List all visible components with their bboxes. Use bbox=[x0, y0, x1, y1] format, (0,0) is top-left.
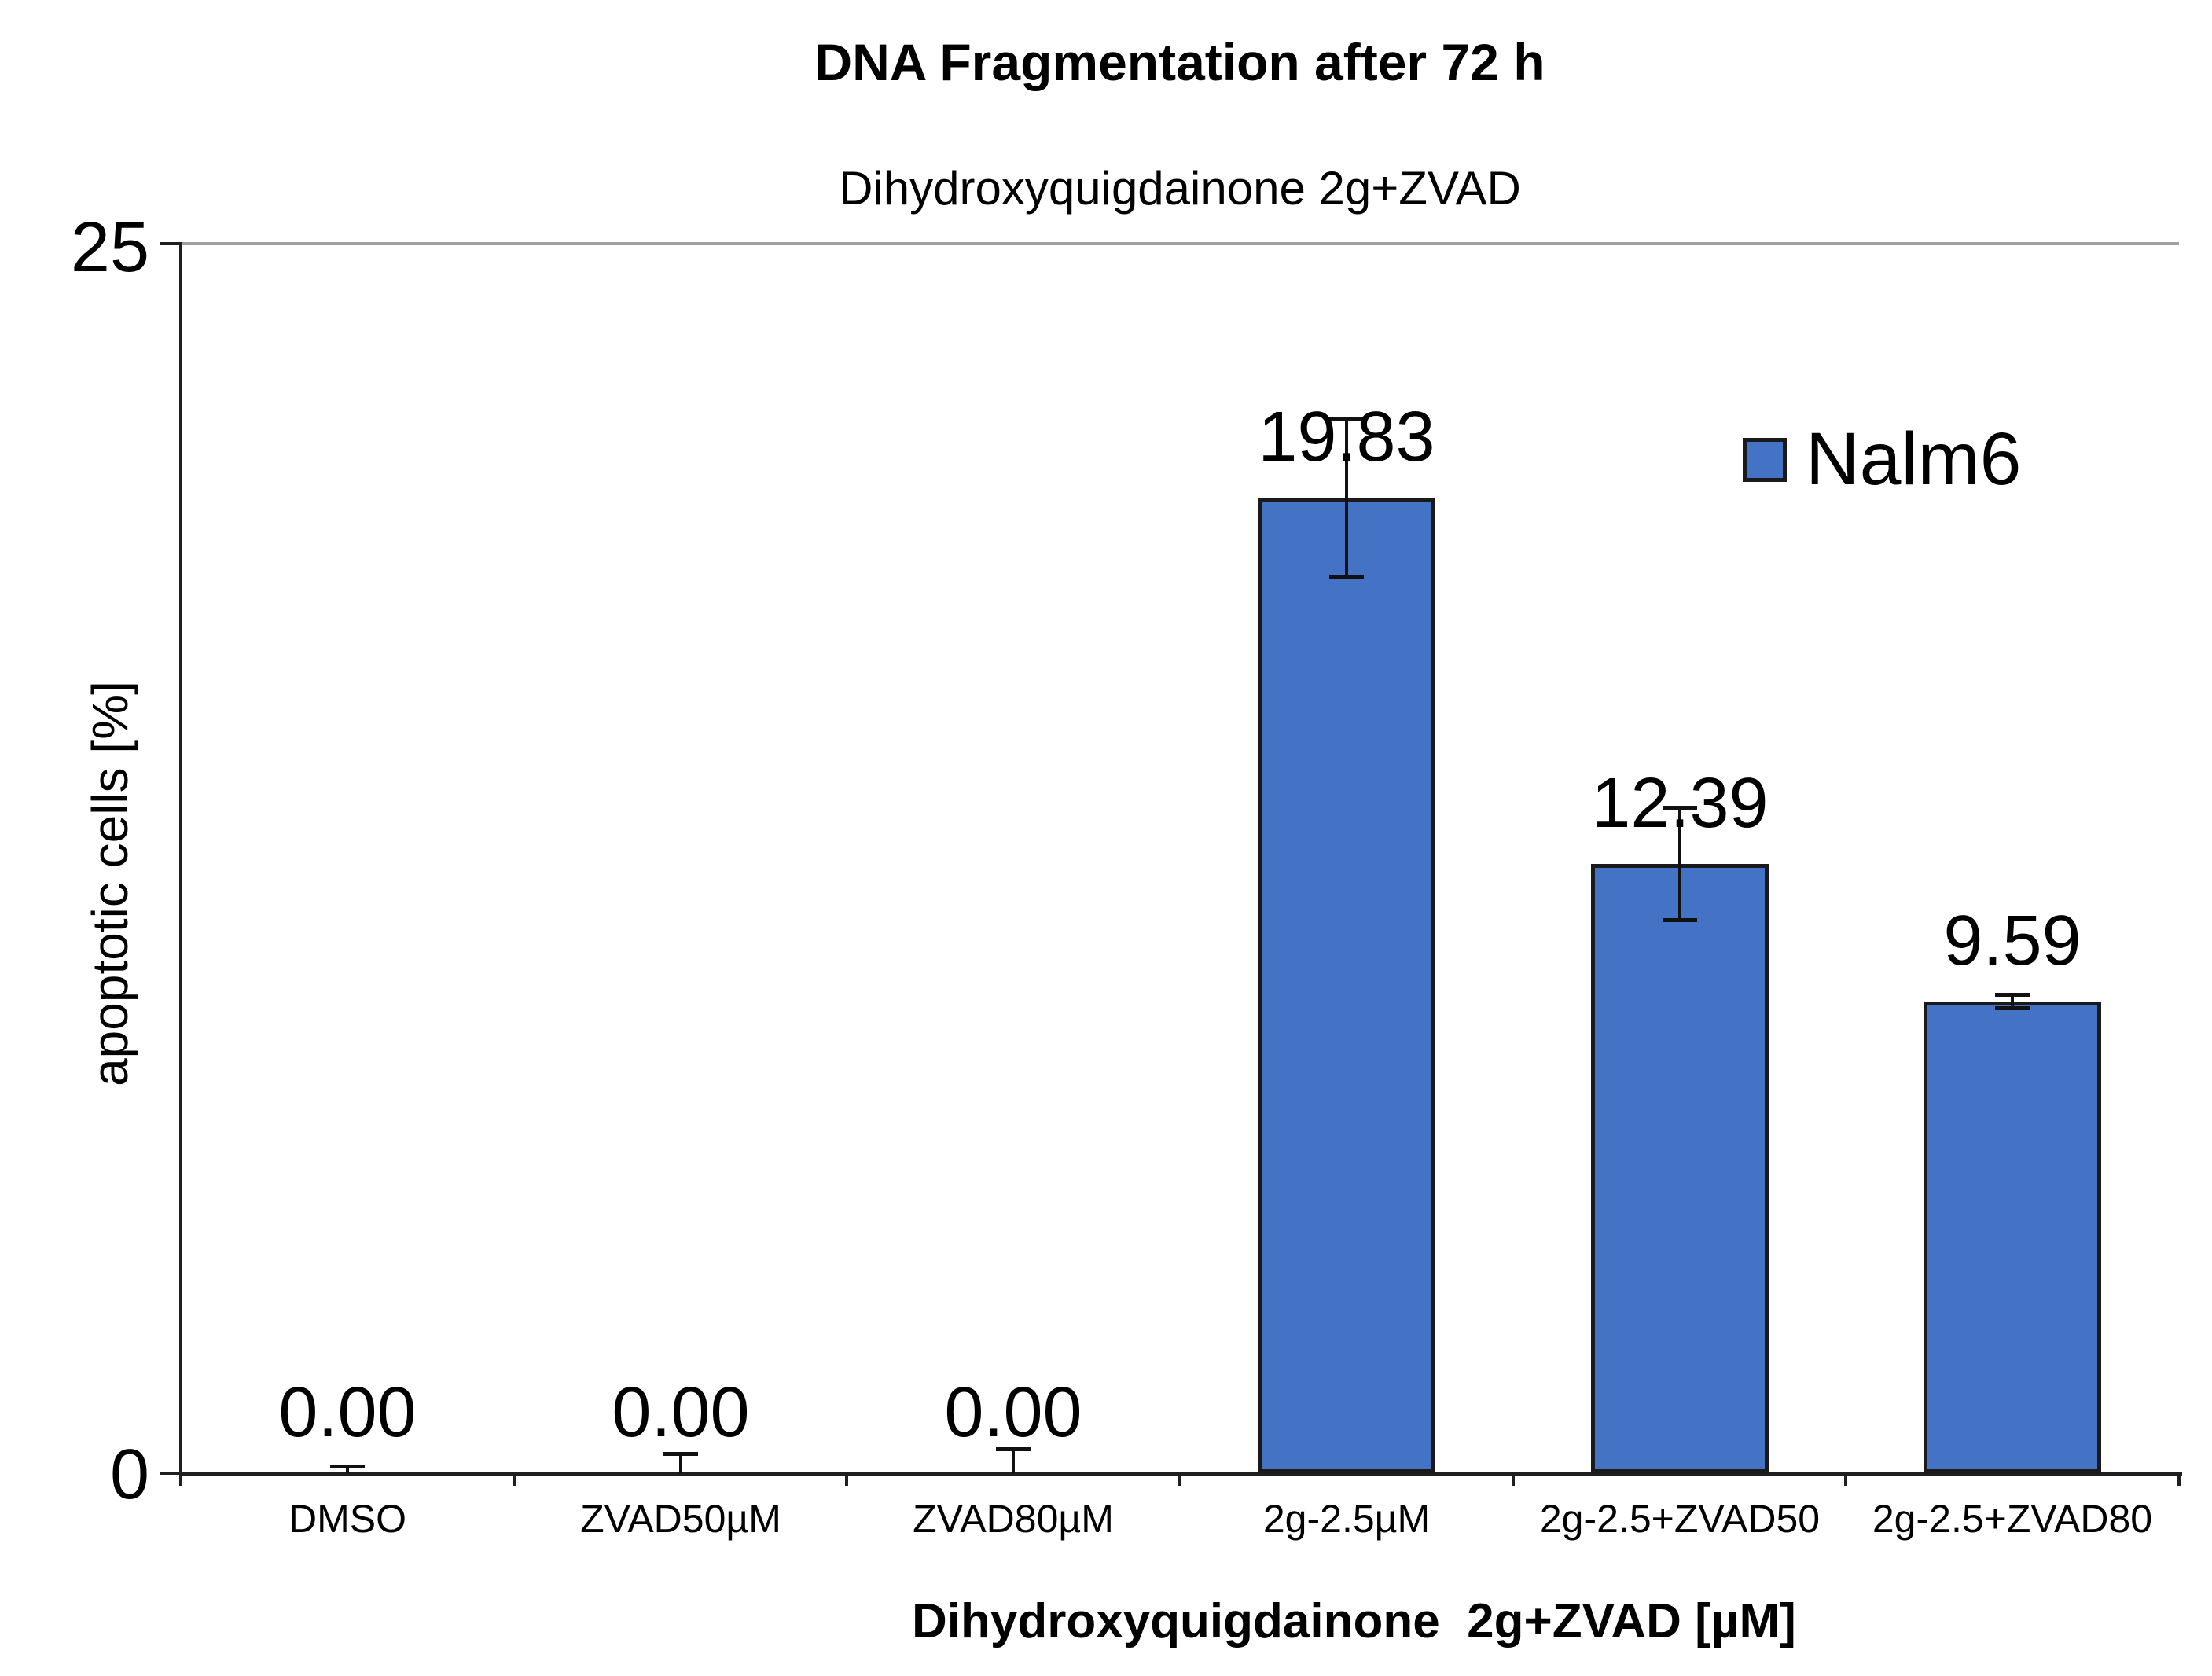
error-bar-stem bbox=[2011, 994, 2014, 1009]
category-label: 2g-2.5µM bbox=[1262, 1497, 1431, 1541]
value-label: 19.83 bbox=[1258, 398, 1435, 476]
x-axis-line bbox=[179, 1472, 2182, 1476]
x-axis-tick bbox=[2177, 1475, 2181, 1486]
y-axis-tick-min bbox=[160, 1472, 181, 1475]
error-bar-cap bbox=[1995, 993, 2030, 997]
x-axis-tick bbox=[179, 1475, 182, 1486]
error-bar-cap bbox=[1329, 417, 1364, 421]
error-bar-cap bbox=[1995, 1006, 2030, 1010]
category-label: 2g-2.5+ZVAD80 bbox=[1872, 1497, 2153, 1541]
error-bar-cap bbox=[1663, 918, 1697, 922]
error-bar-cap bbox=[996, 1447, 1031, 1451]
value-label: 0.00 bbox=[612, 1373, 750, 1452]
category-label: 2g-2.5+ZVAD50 bbox=[1539, 1497, 1821, 1541]
error-bar-cap bbox=[330, 1465, 365, 1468]
chart-title: DNA Fragmentation after 72 h bbox=[814, 33, 1545, 91]
legend-swatch-icon bbox=[1743, 437, 1787, 482]
legend: Nalm6 bbox=[1743, 410, 2022, 509]
bar bbox=[1924, 1002, 2101, 1473]
chart-subtitle: Dihydroxyquigdainone 2g+ZVAD bbox=[839, 162, 1521, 215]
error-bar-cap bbox=[1329, 575, 1364, 579]
y-axis-max-tick-label: 25 bbox=[70, 208, 149, 287]
error-bar-stem bbox=[1012, 1449, 1015, 1473]
category-label: DMSO bbox=[288, 1497, 406, 1541]
value-label: 12.39 bbox=[1591, 764, 1769, 843]
error-bar-stem bbox=[1678, 807, 1681, 921]
error-bar-stem bbox=[346, 1466, 349, 1473]
error-bar-cap bbox=[663, 1452, 698, 1456]
error-bar-stem bbox=[679, 1454, 682, 1473]
error-bar-cap bbox=[1663, 806, 1697, 810]
x-axis-tick bbox=[1178, 1475, 1181, 1486]
x-axis-tick bbox=[1844, 1475, 1847, 1486]
legend-label: Nalm6 bbox=[1806, 417, 2022, 501]
category-label: ZVAD80µM bbox=[913, 1497, 1114, 1541]
bar bbox=[1591, 864, 1769, 1473]
x-axis-title: Dihydroxyquigdainone 2g+ZVAD [µM] bbox=[912, 1594, 1796, 1648]
category-label: ZVAD50µM bbox=[580, 1497, 781, 1541]
x-axis-tick bbox=[513, 1475, 516, 1486]
value-label: 9.59 bbox=[1943, 902, 2082, 980]
error-bar-stem bbox=[1345, 419, 1348, 576]
value-label: 0.00 bbox=[944, 1373, 1082, 1452]
x-axis-tick bbox=[845, 1475, 848, 1486]
value-label: 0.00 bbox=[278, 1373, 417, 1452]
top-gridline bbox=[181, 242, 2179, 245]
y-axis-tick-max bbox=[160, 242, 181, 245]
y-axis-line bbox=[179, 242, 182, 1486]
y-axis-min-tick-label: 0 bbox=[109, 1435, 149, 1514]
bar bbox=[1258, 498, 1435, 1473]
x-axis-tick bbox=[1512, 1475, 1515, 1486]
